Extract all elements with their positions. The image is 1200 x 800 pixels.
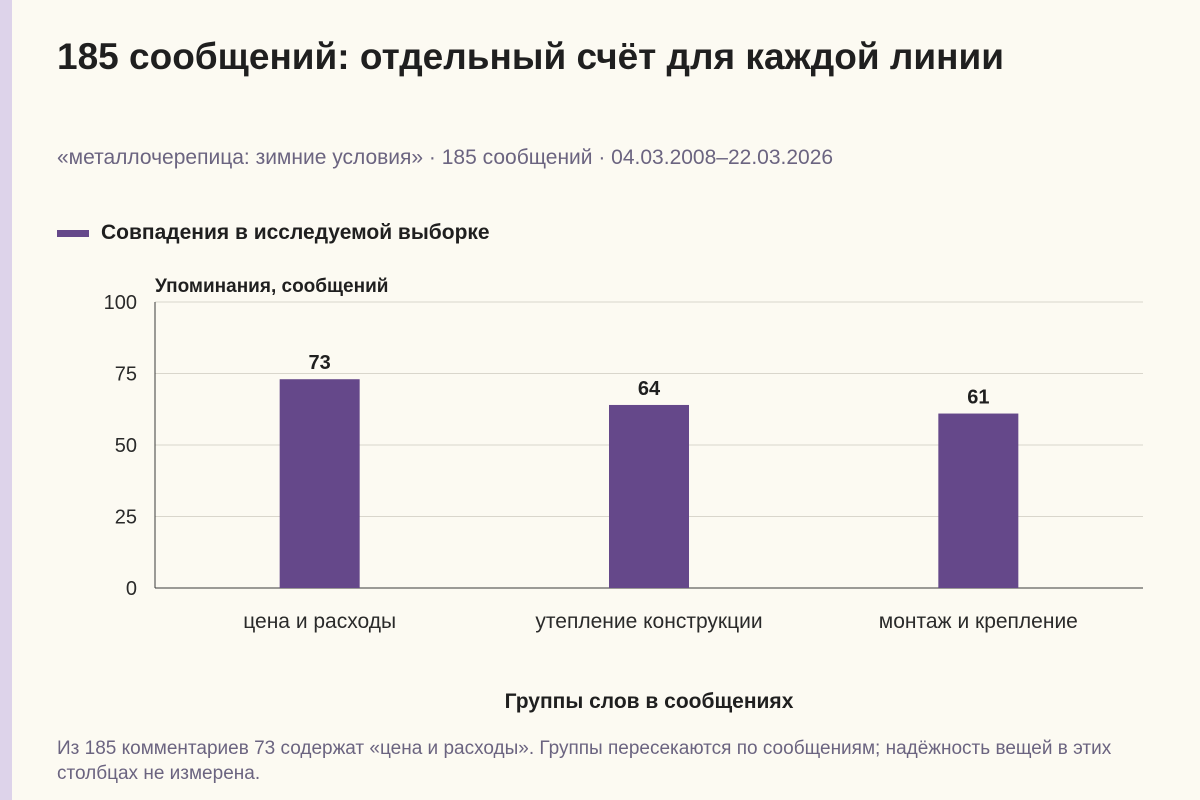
x-axis-title: Группы слов в сообщениях xyxy=(505,690,794,713)
bar xyxy=(609,404,689,588)
y-tick-label: 25 xyxy=(115,507,137,529)
x-tick-label: утепление конструкции xyxy=(535,610,762,633)
labels-layer: 0 25 50 75 100 73 цена и расходы 64 утепление ко… xyxy=(104,292,1078,633)
y-tick-label: 0 xyxy=(126,578,137,600)
bar-value-label: 61 xyxy=(967,387,989,409)
legend-label: Совпадения в исследуемой выборке xyxy=(101,221,490,244)
legend: Совпадения в исследуемой выборке xyxy=(57,218,490,248)
y-tick-label: 100 xyxy=(104,292,137,314)
x-tick-label: монтаж и крепление xyxy=(879,610,1078,633)
x-tick-label: цена и расходы xyxy=(243,610,396,633)
y-tick-label: 75 xyxy=(115,364,137,386)
legend-swatch xyxy=(57,229,89,237)
bar-value-label: 64 xyxy=(638,378,661,400)
bar xyxy=(938,413,1019,588)
accent-strip xyxy=(0,0,12,800)
chart-subtitle: «металлочерепица: зимние условия» · 185 … xyxy=(57,146,834,169)
footnote: Из 185 комментариев 73 содержат «цена и … xyxy=(57,738,1112,784)
bar xyxy=(279,379,360,588)
chart-title: 185 сообщений: отдельный счёт для каждой… xyxy=(57,36,1004,77)
bars-layer xyxy=(279,379,1019,588)
y-axis-title: Упоминания, сообщений xyxy=(155,276,388,297)
y-tick-label: 50 xyxy=(115,435,137,457)
bar-value-label: 73 xyxy=(309,352,331,374)
